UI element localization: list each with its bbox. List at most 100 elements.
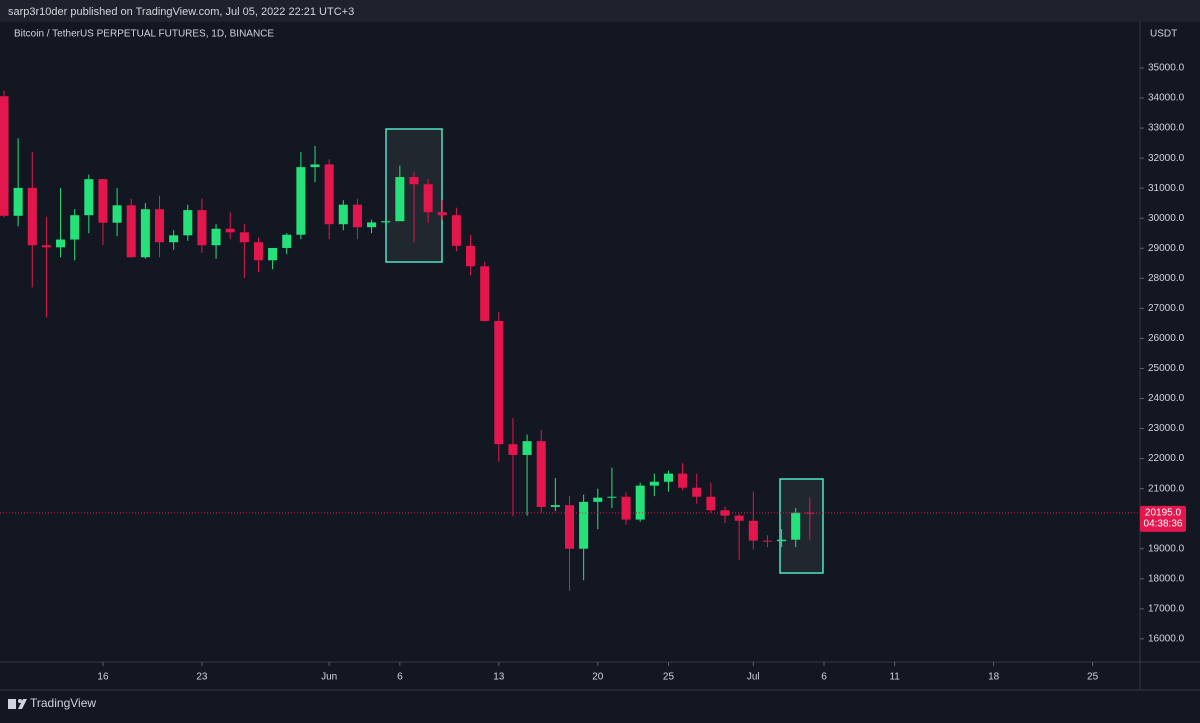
x-tick-label: 20 [592, 672, 604, 683]
brand: TradingView [30, 696, 96, 710]
candle-body [734, 515, 744, 521]
candle-body [678, 473, 688, 488]
y-tick-label: 26000.0 [1148, 333, 1185, 344]
candle-body [84, 179, 94, 216]
y-tick-label: 29000.0 [1148, 243, 1185, 254]
y-tick-label: 28000.0 [1148, 273, 1185, 284]
candle-body [183, 210, 193, 236]
candle-body [27, 187, 37, 246]
y-tick-label: 17000.0 [1148, 603, 1185, 614]
last-price-tag [1140, 505, 1186, 532]
y-tick-label: 35000.0 [1148, 63, 1185, 74]
candle-body [720, 510, 730, 516]
x-tick-label: 23 [196, 672, 208, 683]
candle-body [409, 177, 419, 185]
candle-body [649, 481, 659, 486]
candle-body [494, 320, 504, 445]
candle-body [126, 205, 136, 258]
candle-body [338, 204, 348, 225]
candles [0, 90, 1140, 591]
y-tick-label: 27000.0 [1148, 303, 1185, 314]
candle-body [579, 501, 589, 549]
candle-body [621, 496, 631, 520]
x-tick-label: 6 [397, 672, 403, 683]
candle-body [13, 187, 23, 216]
y-tick-label: 25000.0 [1148, 363, 1185, 374]
candle-body [791, 512, 801, 540]
chart-title: Bitcoin / TetherUS PERPETUAL FUTURES, 1D… [14, 29, 274, 40]
candle-body [41, 245, 51, 248]
y-tick-label: 31000.0 [1148, 183, 1185, 194]
candle-body [564, 505, 575, 549]
countdown: 04:38:36 [1144, 518, 1183, 529]
logo-mark [18, 699, 27, 709]
x-tick-label: 25 [663, 672, 675, 683]
highlight-box [779, 478, 824, 574]
candle-body [70, 215, 80, 240]
candle-body [98, 179, 108, 223]
candle-body [480, 266, 490, 321]
candle-body [296, 167, 306, 235]
candle-body [112, 205, 122, 223]
y-tick-label: 21000.0 [1148, 483, 1185, 494]
y-tick-label: 30000.0 [1148, 213, 1185, 224]
x-tick-label: 16 [97, 672, 109, 683]
candle-body [593, 497, 603, 502]
candle-body [437, 212, 447, 216]
candle-body [0, 96, 9, 216]
candle-body [310, 164, 320, 168]
y-tick-label: 18000.0 [1148, 573, 1185, 584]
candle-body [56, 239, 66, 248]
header-bar [0, 0, 1200, 22]
y-tick-label: 16000.0 [1148, 634, 1185, 645]
candle-body [154, 209, 165, 243]
candle-body [423, 184, 433, 213]
logo-mark [8, 699, 16, 709]
y-tick-label: 32000.0 [1148, 153, 1185, 164]
logo-mark [18, 699, 22, 703]
y-tick-label: 23000.0 [1148, 423, 1185, 434]
candle-body [395, 177, 405, 222]
candle-body [663, 473, 673, 482]
candle-body [805, 512, 815, 514]
candle-body [466, 245, 476, 267]
y-tick-label: 34000.0 [1148, 93, 1185, 104]
candle-body [607, 496, 617, 498]
candle-body [352, 204, 362, 228]
candle-body [536, 441, 546, 507]
candle-body [268, 247, 278, 261]
candle-body [282, 234, 292, 248]
candle-body [197, 210, 207, 246]
candle-body [522, 441, 532, 455]
x-tick-label: Jul [747, 672, 760, 683]
candle-body [381, 221, 391, 223]
last-price-label: 20195.0 [1145, 507, 1182, 518]
y-tick-label: 33000.0 [1148, 123, 1185, 134]
candle-body [635, 485, 645, 520]
x-tick-label: 11 [889, 672, 900, 683]
candle-body [451, 215, 461, 246]
candle-body [508, 444, 518, 455]
x-tick-label: 18 [988, 672, 1000, 683]
candle-body [140, 209, 150, 258]
x-tick-label: 6 [821, 672, 827, 683]
y-unit: USDT [1150, 29, 1177, 40]
y-tick-label: 19000.0 [1148, 543, 1185, 554]
candle-body [211, 228, 221, 246]
x-tick-label: 25 [1087, 672, 1099, 683]
logo: TradingView [8, 696, 96, 710]
candle-body [169, 235, 179, 243]
candle-body [777, 539, 787, 542]
candle-body [253, 242, 263, 261]
candle-body [324, 164, 334, 225]
candle-body [692, 487, 702, 497]
candle-body [367, 222, 377, 228]
x-tick-label: Jun [321, 672, 337, 683]
candle-body [706, 496, 716, 511]
candle-body [225, 228, 235, 233]
y-tick-label: 22000.0 [1148, 453, 1185, 464]
candle-body [239, 232, 249, 243]
